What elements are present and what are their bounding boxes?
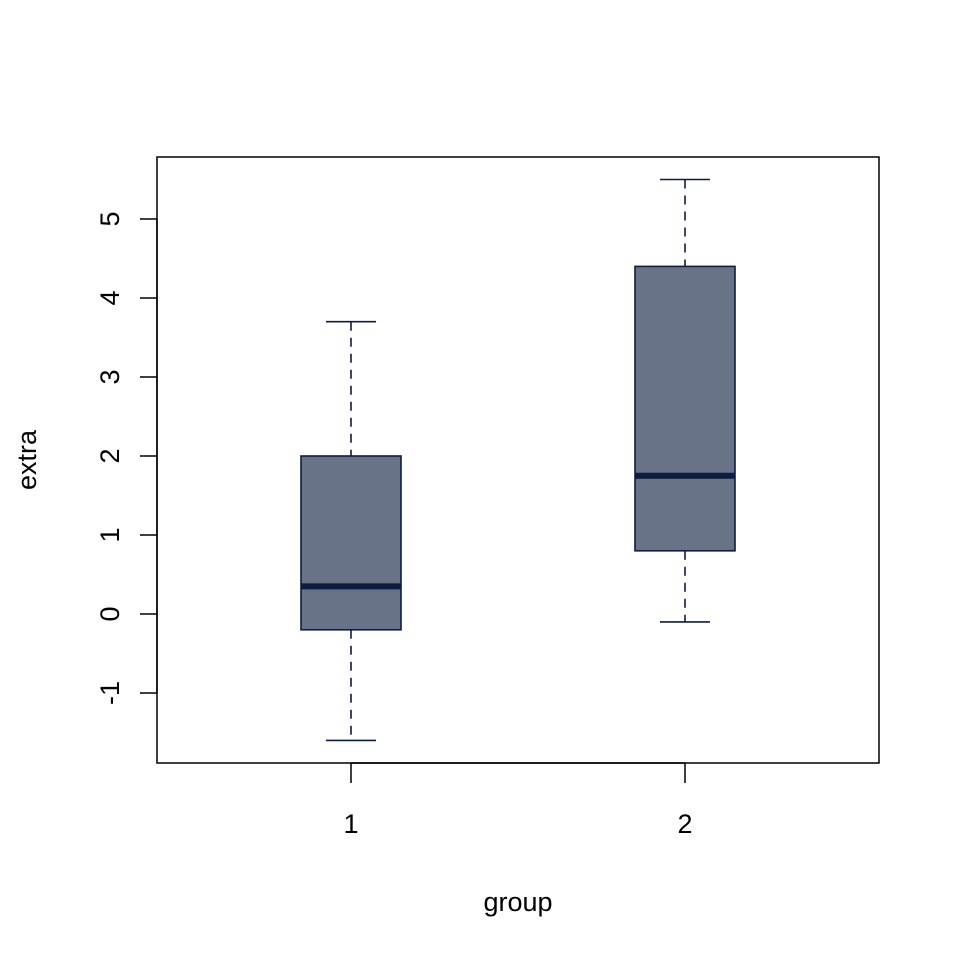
x-tick-label: 2 — [677, 809, 692, 839]
y-tick-label: -1 — [95, 681, 125, 705]
boxes — [300, 178, 736, 742]
box-group-1 — [300, 320, 402, 742]
y-tick-label: 2 — [95, 448, 125, 463]
iqr-box — [634, 265, 736, 552]
y-tick-label: 3 — [95, 369, 125, 384]
x-axis-label: group — [483, 887, 552, 917]
y-tick-label: 5 — [95, 211, 125, 226]
y-tick-label: 0 — [95, 606, 125, 621]
plot-frame — [156, 156, 880, 764]
x-tick-label: 1 — [343, 809, 358, 839]
y-axis-label: extra — [12, 429, 42, 490]
box-group-2 — [634, 178, 736, 623]
y-tick-label: 4 — [95, 290, 125, 305]
iqr-box — [300, 455, 402, 631]
y-axis: -1 0 1 2 3 4 5 — [95, 211, 158, 705]
y-tick-label: 1 — [95, 527, 125, 542]
